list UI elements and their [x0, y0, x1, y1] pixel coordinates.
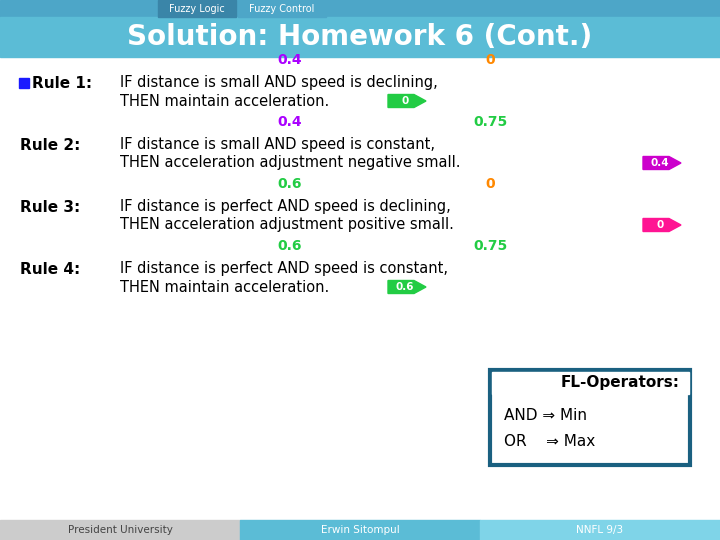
- Bar: [19, 78, 29, 88]
- Text: Rule 3:: Rule 3:: [20, 199, 80, 214]
- Text: 0.4: 0.4: [651, 158, 670, 168]
- Text: FL-Operators:: FL-Operators:: [561, 375, 680, 389]
- Text: 0.6: 0.6: [278, 177, 302, 191]
- Text: THEN acceleration adjustment negative small.: THEN acceleration adjustment negative sm…: [120, 156, 461, 171]
- Bar: [480, 520, 720, 540]
- Text: 0.4: 0.4: [278, 53, 302, 67]
- Text: 0: 0: [485, 53, 495, 67]
- Text: Fuzzy Logic: Fuzzy Logic: [169, 3, 225, 14]
- Text: THEN acceleration adjustment positive small.: THEN acceleration adjustment positive sm…: [120, 218, 454, 233]
- FancyArrow shape: [388, 94, 426, 107]
- Bar: [240, 520, 480, 540]
- Text: IF distance is small AND speed is constant,: IF distance is small AND speed is consta…: [120, 138, 435, 152]
- Text: 0.75: 0.75: [473, 239, 507, 253]
- Text: Rule 1:: Rule 1:: [32, 76, 92, 91]
- Bar: [0, 520, 240, 540]
- Text: Solution: Homework 6 (Cont.): Solution: Homework 6 (Cont.): [127, 23, 593, 51]
- Text: IF distance is perfect AND speed is declining,: IF distance is perfect AND speed is decl…: [120, 199, 451, 214]
- Text: Rule 4:: Rule 4:: [20, 261, 80, 276]
- Bar: [158, 0, 236, 17]
- Text: 0: 0: [485, 177, 495, 191]
- Text: IF distance is small AND speed is declining,: IF distance is small AND speed is declin…: [120, 76, 438, 91]
- FancyArrow shape: [388, 280, 426, 294]
- FancyArrow shape: [643, 219, 681, 232]
- Bar: [0, 0, 720, 17]
- Text: 0.6: 0.6: [278, 239, 302, 253]
- Text: 0: 0: [401, 96, 409, 106]
- Bar: [0, 17, 720, 57]
- Text: 0: 0: [657, 220, 664, 230]
- Text: Rule 2:: Rule 2:: [20, 138, 81, 152]
- Text: 0.6: 0.6: [396, 282, 414, 292]
- Text: THEN maintain acceleration.: THEN maintain acceleration.: [120, 280, 329, 294]
- Text: AND ⇒ Min: AND ⇒ Min: [504, 408, 587, 423]
- Text: THEN maintain acceleration.: THEN maintain acceleration.: [120, 93, 329, 109]
- FancyBboxPatch shape: [490, 370, 690, 465]
- Bar: [238, 0, 326, 17]
- Bar: [492, 372, 688, 394]
- Text: OR    ⇒ Max: OR ⇒ Max: [504, 435, 595, 449]
- Text: Erwin Sitompul: Erwin Sitompul: [320, 525, 400, 535]
- Text: IF distance is perfect AND speed is constant,: IF distance is perfect AND speed is cons…: [120, 261, 448, 276]
- Text: President University: President University: [68, 525, 172, 535]
- Text: NNFL 9/3: NNFL 9/3: [577, 525, 624, 535]
- FancyArrow shape: [643, 157, 681, 170]
- Text: 0.4: 0.4: [278, 115, 302, 129]
- Text: 0.75: 0.75: [473, 115, 507, 129]
- Text: Fuzzy Control: Fuzzy Control: [249, 3, 315, 14]
